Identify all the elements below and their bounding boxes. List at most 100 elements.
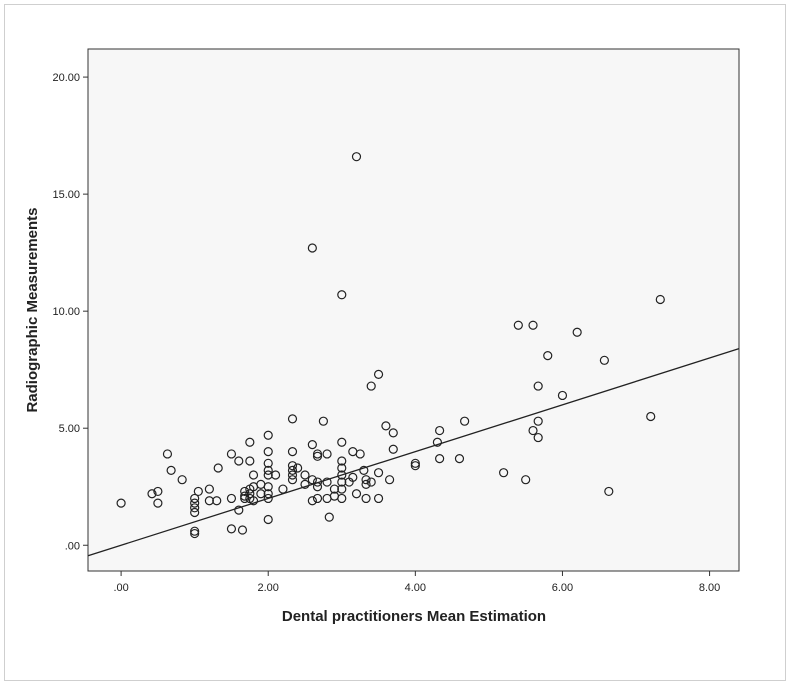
data-point	[177, 475, 187, 485]
data-point	[263, 430, 273, 440]
data-point	[312, 449, 323, 459]
data-point	[388, 444, 398, 454]
reference-line-layer	[87, 348, 740, 557]
data-point	[287, 475, 298, 485]
data-point	[373, 468, 384, 478]
data-point	[337, 477, 347, 487]
data-point	[240, 493, 250, 504]
data-point	[355, 449, 365, 459]
data-point	[646, 411, 656, 422]
data-point	[337, 484, 347, 494]
data-point	[373, 369, 384, 379]
data-point	[300, 479, 310, 489]
data-point	[307, 496, 317, 506]
y-tick-label: 15.00	[52, 189, 80, 201]
data-point	[278, 484, 288, 494]
y-axis: .00 5.00 10.00 15.00 20.00	[52, 72, 88, 552]
data-point	[454, 454, 465, 464]
data-point	[287, 461, 298, 471]
x-axis-title: Dental practitioners Mean Estimation	[282, 608, 546, 625]
data-point	[351, 489, 362, 499]
data-point	[147, 489, 157, 499]
data-point	[248, 496, 259, 506]
data-point	[361, 479, 371, 489]
data-point	[245, 437, 255, 447]
data-point	[543, 351, 553, 361]
y-tick-label: 5.00	[59, 423, 80, 435]
data-point	[435, 425, 445, 436]
y-tick-label: .00	[65, 540, 80, 552]
data-point	[337, 456, 347, 466]
data-point	[263, 489, 273, 499]
data-point	[312, 451, 323, 461]
data-point	[270, 470, 281, 480]
data-point	[263, 458, 273, 468]
data-point	[337, 437, 347, 447]
data-point	[263, 482, 273, 492]
x-tick-label: 2.00	[258, 582, 279, 594]
data-point	[351, 152, 362, 162]
data-point	[366, 381, 376, 391]
data-point	[162, 449, 173, 459]
data-point	[655, 294, 665, 305]
data-point	[190, 528, 200, 539]
data-point	[348, 472, 358, 482]
data-point	[513, 320, 523, 330]
data-point	[287, 414, 298, 424]
data-point	[337, 493, 347, 504]
data-point	[557, 390, 568, 401]
data-point	[204, 496, 214, 506]
data-point	[248, 470, 259, 480]
data-point	[153, 498, 163, 508]
data-point	[533, 416, 543, 426]
data-point	[359, 465, 369, 475]
data-point	[263, 514, 273, 525]
data-point	[366, 477, 376, 487]
x-tick-label: 6.00	[552, 582, 573, 594]
points-layer	[116, 152, 665, 539]
data-point	[190, 498, 200, 508]
y-tick-label: 10.00	[52, 306, 80, 318]
data-point	[528, 320, 538, 330]
data-point	[307, 243, 317, 253]
x-tick-label: .00	[113, 582, 128, 594]
data-point	[312, 482, 323, 492]
data-point	[226, 493, 237, 504]
data-point	[307, 475, 317, 485]
data-point	[410, 458, 420, 468]
data-point	[307, 439, 317, 450]
data-point	[381, 421, 391, 431]
data-point	[190, 493, 200, 504]
data-point	[432, 437, 443, 447]
data-point	[256, 489, 266, 499]
data-point	[234, 456, 244, 466]
data-point	[263, 465, 273, 475]
data-point	[312, 493, 323, 504]
data-point	[388, 428, 398, 438]
data-point	[460, 416, 470, 426]
data-point	[384, 475, 395, 485]
plot-area	[87, 48, 740, 572]
data-point	[240, 491, 250, 501]
data-point	[287, 470, 298, 480]
data-point	[324, 512, 334, 522]
data-point	[263, 470, 273, 480]
x-axis: .00 2.00 4.00 6.00 8.00	[113, 571, 720, 594]
y-axis-title: Radiographic Measurements	[24, 207, 41, 412]
data-point	[245, 456, 255, 466]
data-point	[361, 475, 371, 485]
data-point	[287, 465, 298, 475]
data-point	[533, 432, 543, 443]
data-point	[234, 505, 244, 515]
data-point	[373, 493, 384, 504]
data-point	[166, 465, 176, 475]
data-point	[263, 493, 273, 504]
data-point	[312, 477, 323, 487]
data-point	[212, 496, 222, 506]
data-point	[322, 477, 332, 487]
data-point	[499, 468, 509, 478]
data-point	[226, 449, 237, 459]
data-point	[435, 454, 445, 464]
x-tick-label: 8.00	[699, 582, 720, 594]
data-point	[245, 489, 255, 499]
